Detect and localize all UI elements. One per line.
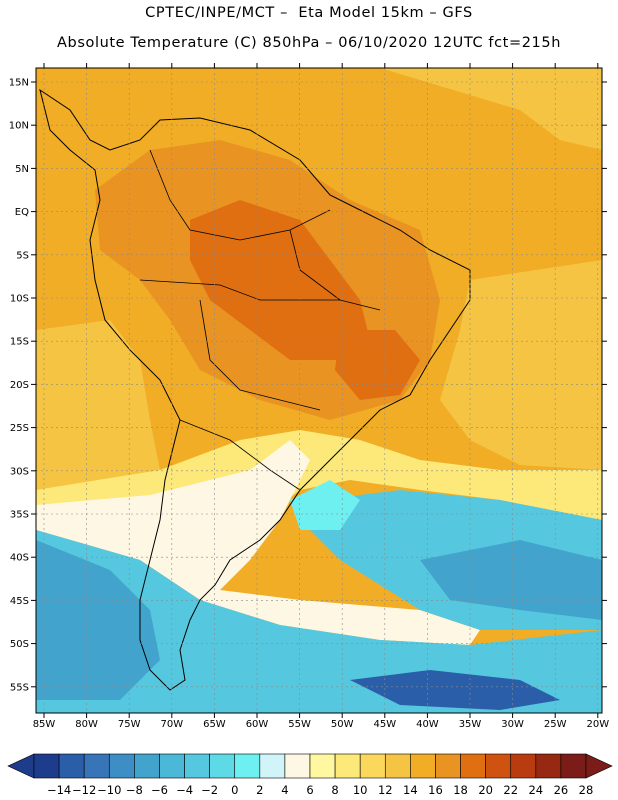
- lat-label-9: 30S: [10, 466, 29, 477]
- field-band-2-4-plata: [290, 480, 360, 530]
- lat-label-10: 35S: [10, 510, 29, 521]
- legend-label-13: 12: [378, 783, 393, 797]
- field-band-20-22-core: [190, 200, 370, 360]
- color-legend: −14 −12 −10 −8 −6 −4 −2 0 2 4 6 8 10 12 14 16 18 20 22 24 26…: [7, 753, 613, 797]
- legend-label-15: 16: [428, 783, 443, 797]
- field-band-minus2-0-south: [36, 530, 602, 713]
- legend-swatch-4: [134, 753, 160, 779]
- legend-label-10: 6: [306, 783, 313, 797]
- legend-swatch-1: [58, 753, 85, 779]
- legend-swatch-14: [384, 753, 411, 779]
- legend-swatch-19: [510, 753, 537, 779]
- lat-label-8: 25S: [10, 423, 29, 434]
- temperature-map: 15N 10N 5N EQ 5S 10S 15S 20S 25S 30S 35S 40S 45S 50S 5…: [9, 63, 610, 730]
- legend-label-21: 28: [579, 783, 594, 797]
- legend-swatch-5: [159, 753, 185, 779]
- legend-swatch-2: [83, 753, 110, 779]
- lon-label-7: 50W: [331, 719, 354, 730]
- legend-label-7: 0: [231, 783, 238, 797]
- legend-label-3: −8: [126, 783, 143, 797]
- coastline-south-america: [39, 88, 471, 691]
- legend-label-16: 18: [453, 783, 468, 797]
- lat-label-5: 10S: [10, 294, 29, 305]
- lat-label-6: 15S: [10, 337, 29, 348]
- legend-label-6: −2: [201, 783, 218, 797]
- border-line-3: [179, 419, 301, 491]
- field-band-6-8-south: [36, 440, 480, 645]
- legend-label-9: 4: [281, 783, 288, 797]
- axis-ticks: [31, 63, 607, 718]
- lon-label-13: 20W: [586, 719, 609, 730]
- legend-label-14: 14: [403, 783, 418, 797]
- legend-arrow-left: [7, 753, 35, 779]
- lat-label-12: 45S: [10, 596, 29, 607]
- lat-label-7: 20S: [10, 380, 29, 391]
- legend-swatch-16: [435, 753, 461, 779]
- legend-arrow-right: [585, 753, 613, 779]
- legend-swatch-11: [309, 753, 336, 779]
- lon-label-11: 30W: [501, 719, 524, 730]
- lon-label-5: 60W: [246, 719, 269, 730]
- lat-label-2: 5N: [15, 164, 29, 175]
- field-band-minus6-4-atlantic: [420, 540, 602, 620]
- lon-label-8: 45W: [373, 719, 396, 730]
- field-band-minus12-10-south: [350, 670, 560, 710]
- lon-label-9: 40W: [416, 719, 439, 730]
- legend-swatch-13: [359, 753, 386, 779]
- legend-swatch-12: [334, 753, 361, 779]
- legend-swatch-0: [33, 753, 60, 779]
- longitude-labels: 85W 80W 75W 70W 65W 60W 55W 50W 45W 40W 35W 30W 25W 2…: [33, 719, 610, 730]
- lon-label-3: 70W: [160, 719, 183, 730]
- lat-label-14: 55S: [10, 682, 29, 693]
- field-band-20-22-southeast: [335, 330, 420, 400]
- legend-label-20: 26: [554, 783, 569, 797]
- latitude-labels: 15N 10N 5N EQ 5S 10S 15S 20S 25S 30S 35S 40S 45S 50S 5…: [9, 78, 29, 694]
- legend-swatch-17: [460, 753, 486, 779]
- legend-swatch-6: [184, 753, 210, 779]
- chart-title-line2: Absolute Temperature (C) 850hPa – 06/10/…: [57, 35, 561, 51]
- legend-swatch-18: [485, 753, 512, 779]
- lon-label-2: 75W: [118, 719, 141, 730]
- lon-label-0: 85W: [33, 719, 56, 730]
- legend-label-4: −6: [151, 783, 168, 797]
- lat-label-4: 5S: [16, 250, 29, 261]
- legend-label-8: 2: [256, 783, 263, 797]
- field-band-14-16-northeast: [380, 68, 602, 150]
- legend-label-17: 20: [478, 783, 493, 797]
- legend-label-11: 8: [331, 783, 338, 797]
- graticule: [36, 68, 602, 713]
- lat-label-11: 40S: [10, 553, 29, 564]
- field-band-14-16-east: [440, 260, 602, 470]
- lat-label-13: 50S: [10, 639, 29, 650]
- legend-label-12: 10: [353, 783, 368, 797]
- lat-label-3: EQ: [15, 207, 29, 218]
- legend-swatch-3: [108, 753, 135, 779]
- legend-swatch-15: [410, 753, 436, 779]
- chart-title-line1: CPTEC/INPE/MCT – Eta Model 15km – GFS: [145, 5, 473, 21]
- legend-label-1: −12: [72, 783, 96, 797]
- lon-label-6: 55W: [288, 719, 311, 730]
- legend-label-2: −10: [97, 783, 121, 797]
- map-frame: [35, 67, 603, 714]
- lon-label-1: 80W: [75, 719, 98, 730]
- legend-swatch-21: [560, 753, 587, 779]
- border-line-4: [149, 149, 331, 241]
- legend-swatch-9: [259, 753, 286, 779]
- border-line-2: [199, 299, 321, 411]
- lon-label-10: 35W: [459, 719, 482, 730]
- legend-label-5: −4: [176, 783, 193, 797]
- lat-label-0: 15N: [9, 78, 29, 89]
- legend-swatch-10: [284, 753, 311, 779]
- legend-swatch-7: [209, 753, 236, 779]
- legend-label-18: 22: [503, 783, 518, 797]
- lon-label-4: 65W: [203, 719, 226, 730]
- legend-label-0: −14: [47, 783, 71, 797]
- border-line-1: [139, 279, 381, 311]
- border-line-5: [289, 229, 341, 301]
- legend-label-19: 24: [528, 783, 543, 797]
- legend-swatch-8: [234, 753, 261, 779]
- lat-label-1: 10N: [9, 121, 29, 132]
- legend-swatch-20: [535, 753, 562, 779]
- lon-label-12: 25W: [544, 719, 567, 730]
